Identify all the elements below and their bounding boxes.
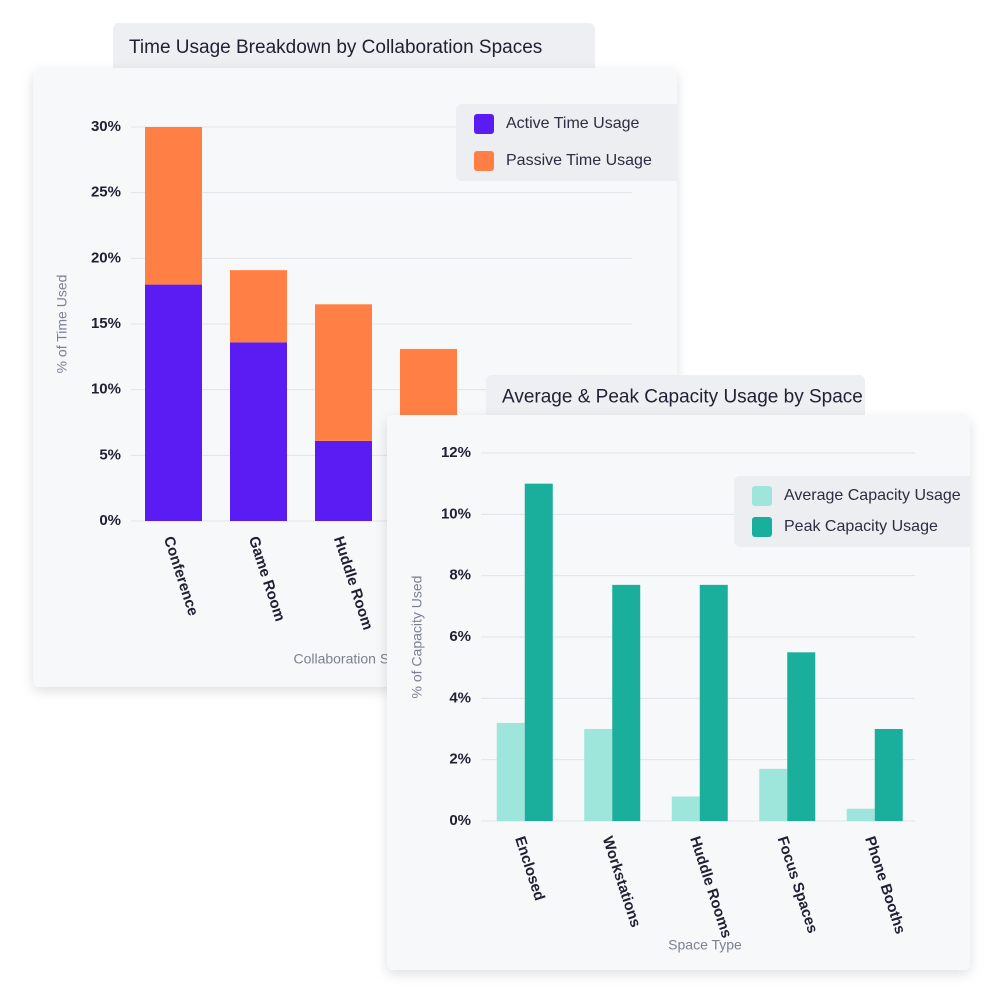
- legend-swatch: [752, 486, 772, 506]
- bar: [612, 584, 641, 821]
- y-tick-label: 2%: [449, 751, 471, 768]
- y-tick-label: 10%: [441, 505, 471, 522]
- bar: [787, 652, 816, 821]
- legend-box: [734, 476, 970, 547]
- y-tick-label: 25%: [91, 184, 121, 201]
- y-tick-label: 15%: [91, 315, 121, 332]
- bar: [671, 796, 700, 821]
- legend-swatch: [474, 151, 494, 171]
- x-axis-title: Space Type: [668, 937, 742, 953]
- y-axis-title: % of Capacity Used: [409, 576, 425, 699]
- y-tick-label: 5%: [99, 446, 121, 463]
- bar-segment: [315, 440, 372, 521]
- y-tick-label: 6%: [449, 628, 471, 645]
- bar-segment: [145, 284, 202, 521]
- y-tick-label: 8%: [449, 567, 471, 584]
- legend-swatch: [752, 517, 772, 537]
- legend-label: Average Capacity Usage: [784, 487, 961, 504]
- bar-segment: [230, 342, 287, 521]
- y-axis-title: % of Time Used: [54, 275, 70, 374]
- chart-title: Time Usage Breakdown by Collaboration Sp…: [129, 37, 542, 58]
- legend-label: Active Time Usage: [506, 115, 639, 132]
- chart-title: Average & Peak Capacity Usage by Space: [502, 387, 863, 408]
- bar-segment: [145, 127, 202, 285]
- bar: [584, 729, 613, 821]
- y-tick-label: 12%: [441, 444, 471, 461]
- bar: [699, 584, 728, 821]
- bar-segment: [400, 348, 457, 423]
- legend-box: [456, 104, 677, 181]
- legend-label: Peak Capacity Usage: [784, 518, 938, 535]
- y-tick-label: 0%: [99, 512, 121, 529]
- bar-segment: [230, 270, 287, 343]
- y-tick-label: 4%: [449, 689, 471, 706]
- y-tick-label: 0%: [449, 812, 471, 829]
- bar: [874, 729, 903, 821]
- chart-card: Average & Peak Capacity Usage by Space 0%…: [387, 375, 970, 970]
- legend-swatch: [474, 114, 494, 134]
- bar: [496, 722, 525, 821]
- bar: [524, 483, 553, 821]
- bar: [759, 768, 788, 821]
- bar-segment: [315, 304, 372, 441]
- y-tick-label: 30%: [91, 118, 121, 135]
- y-tick-label: 20%: [91, 249, 121, 266]
- y-tick-label: 10%: [91, 381, 121, 398]
- legend-label: Passive Time Usage: [506, 152, 652, 169]
- bar: [846, 808, 875, 821]
